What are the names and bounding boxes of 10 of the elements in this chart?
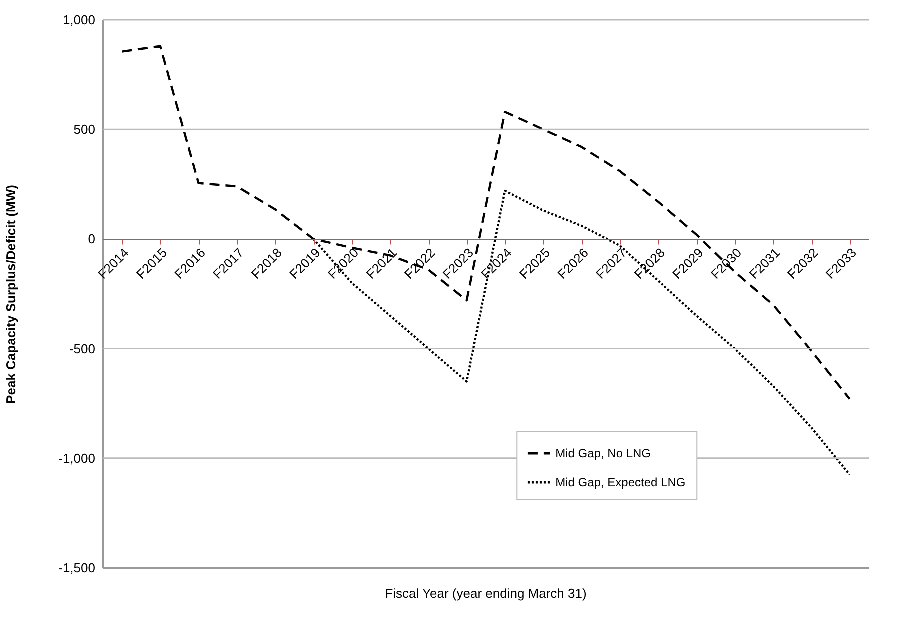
y-tick-label: 1,000 [62, 12, 96, 28]
y-tick-label: -1,000 [58, 450, 96, 466]
y-tick-label: -1,500 [58, 560, 96, 576]
x-axis-title: Fiscal Year (year ending March 31) [385, 586, 587, 601]
y-axis-title: Peak Capacity Surplus/Deficit (MW) [4, 185, 19, 404]
legend-label: Mid Gap, No LNG [556, 446, 652, 460]
legend-label: Mid Gap, Expected LNG [556, 476, 686, 490]
y-tick-label: -500 [69, 341, 96, 356]
y-tick-label: 500 [74, 122, 96, 138]
y-tick-label: 0 [88, 232, 96, 247]
